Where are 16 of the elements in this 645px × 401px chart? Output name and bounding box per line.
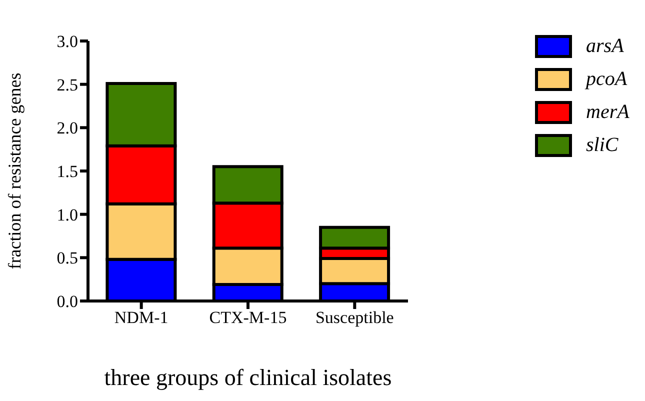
legend-label: merA [586, 101, 630, 124]
y-tick-label: 3.0 [56, 32, 78, 52]
legend-label: arsA [586, 35, 624, 58]
x-tick-label: CTX-M-15 [209, 308, 287, 328]
y-axis-title: fraction of resistance genes [4, 72, 24, 270]
y-tick-label: 2.0 [56, 118, 78, 138]
x-tick-label: Susceptible [315, 308, 394, 328]
legend-label: sliC [586, 134, 618, 157]
x-axis-title: three groups of clinical isolates [104, 365, 392, 390]
y-tick-label: 1.5 [56, 162, 78, 182]
y-tick-label: 0.5 [56, 248, 78, 268]
y-tick-label: 1.0 [56, 205, 78, 224]
y-tick-label: 0.0 [56, 292, 78, 312]
legend-label: pcoA [586, 68, 628, 91]
y-tick-label: 2.5 [56, 75, 78, 94]
x-tick-label: NDM-1 [114, 308, 168, 328]
